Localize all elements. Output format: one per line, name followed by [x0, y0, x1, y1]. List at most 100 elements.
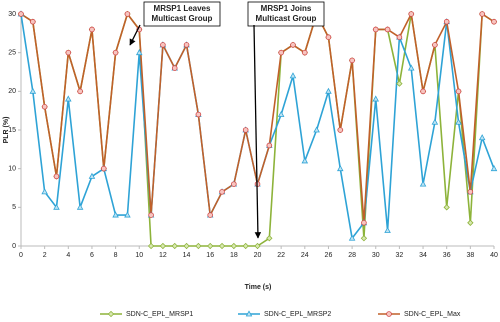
annotation-text: MRSP1 Leaves: [154, 4, 211, 13]
annotation-arrow: [129, 24, 141, 46]
data-point: [396, 80, 403, 87]
data-point: [100, 165, 107, 172]
data-point: [88, 172, 96, 179]
data-point: [455, 88, 462, 95]
data-point: [65, 95, 72, 102]
data-point: [242, 242, 249, 250]
x-tick-label: 14: [183, 252, 191, 259]
data-point: [278, 49, 284, 56]
legend-marker: [245, 310, 253, 317]
data-point: [289, 72, 297, 79]
x-tick-label: 2: [43, 252, 47, 259]
data-point: [171, 65, 178, 71]
y-tick-label: 0: [12, 243, 16, 250]
data-point: [408, 11, 415, 17]
data-point: [254, 242, 261, 250]
data-point: [30, 18, 36, 25]
data-point: [491, 18, 497, 25]
data-point: [230, 242, 238, 250]
legend-label: SDN-C_EPL_MRSP2: [264, 311, 331, 318]
data-point: [384, 226, 391, 233]
data-point: [41, 188, 48, 195]
data-point: [18, 11, 24, 17]
data-point: [41, 104, 48, 110]
legend-marker: [386, 311, 392, 317]
data-point: [207, 212, 214, 218]
data-point: [432, 42, 438, 48]
x-tick-label: 28: [348, 252, 356, 259]
data-point: [266, 235, 273, 242]
data-point: [53, 203, 60, 210]
legend-label: SDN-C_EPL_Max: [404, 311, 461, 318]
data-point: [337, 165, 344, 172]
legend-label: SDN-C_EPL_MRSP1: [126, 311, 193, 318]
data-point: [76, 203, 84, 210]
data-point: [467, 189, 474, 195]
y-tick-label: 30: [8, 11, 16, 18]
data-point: [53, 173, 60, 180]
data-point: [478, 134, 486, 141]
data-point: [396, 34, 403, 40]
data-point: [467, 219, 474, 226]
data-point: [325, 87, 332, 94]
x-tick-label: 26: [325, 252, 333, 259]
data-point: [171, 242, 178, 250]
annotation-text: MRSP1 Joins: [261, 4, 312, 13]
annotation-text: Multicast Group: [152, 14, 213, 23]
data-point: [112, 211, 119, 218]
data-point: [159, 242, 167, 250]
data-point: [361, 220, 367, 226]
x-tick-label: 36: [443, 252, 451, 259]
x-tick-label: 30: [372, 252, 380, 259]
data-point: [372, 26, 379, 33]
x-tick-label: 16: [206, 252, 214, 259]
data-point: [218, 242, 226, 250]
data-point: [443, 18, 450, 25]
data-point: [266, 142, 273, 149]
data-point: [337, 127, 344, 133]
x-tick-label: 20: [254, 252, 262, 259]
data-point: [195, 111, 202, 118]
data-point: [431, 118, 439, 125]
y-axis-label: PLR (%): [3, 117, 10, 144]
data-point: [301, 157, 309, 164]
y-tick-label: 10: [8, 166, 16, 173]
data-point: [124, 211, 131, 218]
y-tick-label: 15: [8, 127, 16, 134]
y-tick-label: 5: [12, 204, 16, 211]
x-tick-label: 8: [114, 252, 118, 259]
x-tick-label: 10: [135, 252, 143, 259]
legend-marker: [107, 310, 115, 318]
x-tick-label: 12: [159, 252, 167, 259]
data-point: [455, 118, 462, 125]
x-tick-label: 34: [419, 252, 427, 259]
annotation-arrow: [253, 24, 262, 239]
x-tick-label: 40: [490, 252, 498, 259]
data-point: [207, 242, 214, 250]
data-point: [490, 165, 498, 172]
x-tick-label: 38: [466, 252, 474, 259]
x-tick-label: 6: [90, 252, 94, 259]
data-point: [183, 42, 190, 48]
y-tick-label: 20: [8, 88, 16, 95]
data-point: [372, 95, 380, 102]
data-point: [160, 42, 166, 48]
data-point: [360, 235, 368, 242]
data-point: [407, 64, 415, 71]
data-point: [231, 181, 237, 187]
data-point: [147, 242, 155, 250]
annotation-box: [247, 1, 325, 27]
data-point: [29, 87, 37, 94]
data-point: [384, 26, 391, 33]
annotation-box: [143, 1, 221, 27]
data-point: [479, 11, 485, 17]
x-axis-label: Time (s): [245, 284, 272, 291]
x-tick-label: 22: [277, 252, 285, 259]
data-point: [112, 49, 119, 56]
data-point: [420, 88, 426, 95]
data-point: [183, 242, 190, 250]
x-tick-label: 32: [396, 252, 404, 259]
data-point: [195, 242, 202, 250]
y-tick-label: 25: [8, 50, 16, 57]
